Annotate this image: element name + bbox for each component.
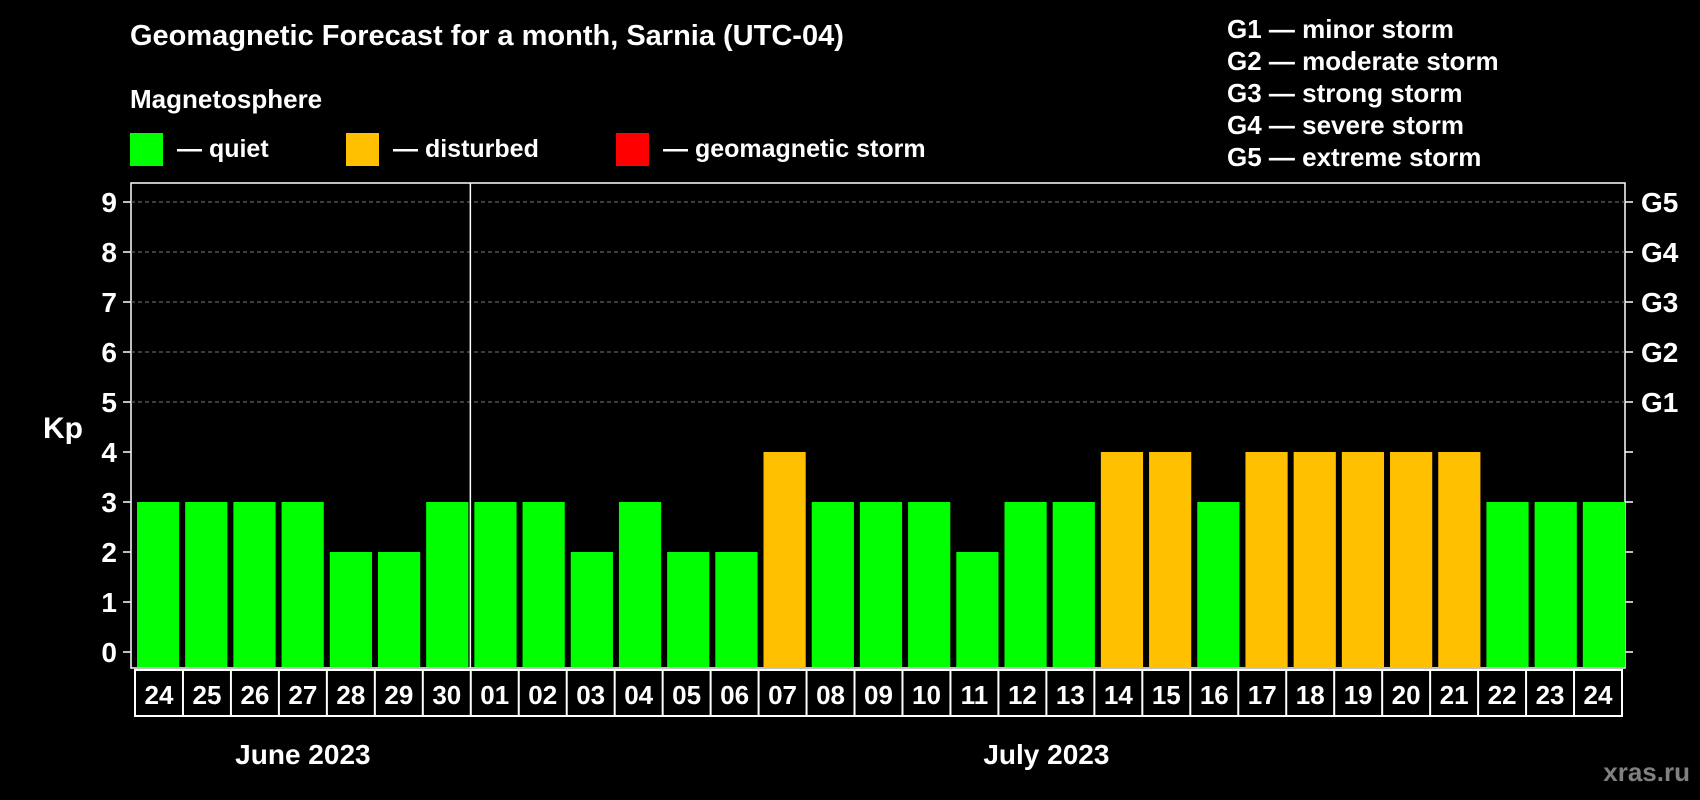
right-tick-label-g4: G4 xyxy=(1641,237,1679,268)
date-label: 01 xyxy=(480,680,509,710)
bar xyxy=(908,502,951,667)
storm-scale-g1: G1 — minor storm xyxy=(1227,14,1454,44)
date-label: 23 xyxy=(1536,680,1565,710)
date-label: 10 xyxy=(912,680,941,710)
legend-label-disturbed: — disturbed xyxy=(393,135,539,163)
date-label: 28 xyxy=(336,680,365,710)
bar xyxy=(1004,502,1047,667)
date-label: 07 xyxy=(768,680,797,710)
date-label: 24 xyxy=(145,680,174,710)
bar xyxy=(1341,452,1385,667)
right-tick-label-g3: G3 xyxy=(1641,287,1678,318)
date-label: 27 xyxy=(288,680,317,710)
bar xyxy=(1390,452,1433,667)
date-label: 24 xyxy=(1584,680,1613,710)
date-label: 15 xyxy=(1152,680,1181,710)
date-label: 12 xyxy=(1008,680,1037,710)
right-tick-label-g1: G1 xyxy=(1641,387,1678,418)
bar xyxy=(233,502,276,667)
plot-frame xyxy=(130,182,1626,669)
legend-swatch-storm xyxy=(616,133,649,166)
date-label: 29 xyxy=(384,680,413,710)
legend-swatch-disturbed xyxy=(346,133,379,166)
bar xyxy=(763,452,806,667)
bar xyxy=(667,552,710,667)
bar xyxy=(281,502,324,667)
bar xyxy=(1197,502,1240,667)
date-label: 22 xyxy=(1488,680,1517,710)
bar xyxy=(1149,452,1192,667)
y-tick-label: 0 xyxy=(101,637,117,668)
bar xyxy=(618,502,662,667)
y-tick-label: 6 xyxy=(101,337,117,368)
bar xyxy=(426,502,469,667)
date-label: 26 xyxy=(240,680,269,710)
bar xyxy=(1293,452,1336,667)
date-label: 21 xyxy=(1440,680,1469,710)
bar xyxy=(1052,502,1095,667)
date-label: 08 xyxy=(816,680,845,710)
month-label: June 2023 xyxy=(235,739,370,770)
bar xyxy=(522,502,565,667)
storm-scale-g3: G3 — strong storm xyxy=(1227,78,1463,108)
chart-title: Geomagnetic Forecast for a month, Sarnia… xyxy=(130,20,844,52)
date-label: 02 xyxy=(528,680,557,710)
date-label: 13 xyxy=(1056,680,1085,710)
watermark: xras.ru xyxy=(1603,757,1690,787)
storm-scale-g4: G4 — severe storm xyxy=(1227,110,1465,140)
month-label: July 2023 xyxy=(983,739,1109,770)
date-axis-frame xyxy=(134,669,1623,717)
date-label: 16 xyxy=(1200,680,1229,710)
storm-scale-g2: G2 — moderate storm xyxy=(1227,46,1499,76)
bar xyxy=(137,502,180,667)
legend-label-quiet: — quiet xyxy=(177,135,269,163)
bar xyxy=(185,502,228,667)
bar xyxy=(1245,452,1288,667)
bar xyxy=(1100,452,1144,667)
y-tick-label: 5 xyxy=(101,387,117,418)
y-tick-label: 7 xyxy=(101,287,117,318)
bar xyxy=(1534,502,1577,667)
date-label: 30 xyxy=(432,680,461,710)
date-label: 09 xyxy=(864,680,893,710)
bar xyxy=(1438,452,1481,667)
y-axis-label: Kp xyxy=(43,412,83,445)
date-label: 20 xyxy=(1392,680,1421,710)
date-label: 05 xyxy=(672,680,701,710)
date-label: 18 xyxy=(1296,680,1325,710)
y-tick-label: 3 xyxy=(101,487,117,518)
date-label: 03 xyxy=(576,680,605,710)
legend-heading: Magnetosphere xyxy=(130,84,323,114)
date-label: 14 xyxy=(1104,680,1133,710)
y-tick-label: 4 xyxy=(101,437,117,468)
y-tick-label: 1 xyxy=(101,587,117,618)
bar xyxy=(1582,502,1625,667)
y-tick-label: 9 xyxy=(101,187,117,218)
date-label: 11 xyxy=(961,680,989,710)
date-label: 17 xyxy=(1248,680,1277,710)
bar xyxy=(329,552,372,667)
bar xyxy=(474,502,517,667)
bar xyxy=(377,552,421,667)
date-label: 25 xyxy=(192,680,221,710)
bar xyxy=(956,552,999,667)
y-tick-label: 8 xyxy=(101,237,117,268)
right-tick-label-g5: G5 xyxy=(1641,187,1678,218)
bar xyxy=(715,552,758,667)
legend-label-storm: — geomagnetic storm xyxy=(663,135,926,163)
date-label: 19 xyxy=(1344,680,1373,710)
date-label: 04 xyxy=(624,680,653,710)
bar xyxy=(1486,502,1529,667)
right-tick-label-g2: G2 xyxy=(1641,337,1678,368)
bar xyxy=(570,552,613,667)
legend-swatch-quiet xyxy=(130,133,163,166)
date-label: 06 xyxy=(720,680,749,710)
y-tick-label: 2 xyxy=(101,537,117,568)
storm-scale-g5: G5 — extreme storm xyxy=(1227,142,1482,172)
bar xyxy=(811,502,854,667)
bar xyxy=(859,502,903,667)
